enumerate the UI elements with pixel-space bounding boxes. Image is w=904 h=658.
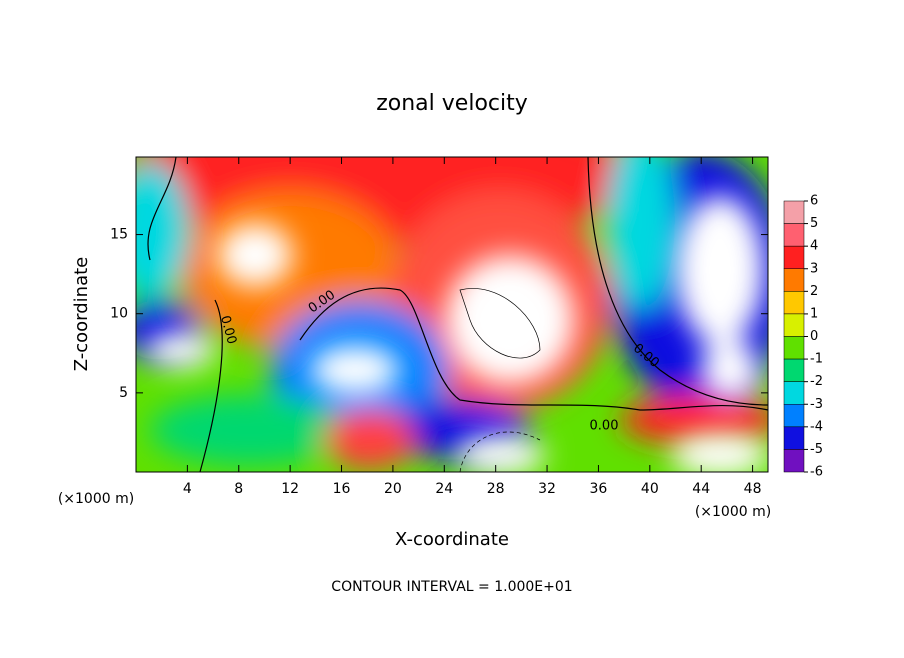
colorbar-swatch: [783, 245, 805, 270]
x-axis-label: X-coordinate: [395, 529, 509, 550]
colorbar-swatch: [783, 426, 805, 450]
y-tick-label: 5: [119, 385, 128, 401]
x-tick-label: 8: [234, 481, 243, 497]
colorbar-swatch: [783, 223, 805, 247]
y-unit: (×1000 m): [58, 491, 134, 507]
y-tick-label: 10: [110, 306, 128, 322]
x-tick-label: 48: [744, 481, 762, 497]
y-axis-label: Z-coordinate: [71, 257, 92, 372]
colorbar-swatch: [783, 313, 805, 337]
contour-label: 0.00: [217, 314, 239, 346]
x-tick-label: 44: [692, 481, 710, 497]
x-tick-label: 20: [384, 481, 402, 497]
colorbar-swatch: [783, 381, 805, 405]
colorbar-swatch: [783, 291, 805, 315]
x-tick-label: 4: [183, 481, 192, 497]
colorbar-swatch: [783, 336, 805, 360]
x-tick-label: 24: [435, 481, 453, 497]
chart-title: zonal velocity: [376, 91, 528, 116]
x-tick-label: 40: [641, 481, 659, 497]
colorbar-swatch: [783, 404, 805, 428]
colorbar-label: 6: [810, 194, 818, 209]
x-tick-label: 28: [487, 481, 505, 497]
colorbar-label: 3: [810, 261, 818, 276]
x-tick-label: 16: [333, 481, 351, 497]
y-tick-label: 15: [110, 227, 128, 243]
footer: CONTOUR INTERVAL = 1.000E+01: [331, 579, 572, 595]
colorbar-swatch: [783, 449, 805, 473]
colorbar-label: -3: [810, 397, 823, 412]
colorbar-label: 0: [810, 329, 818, 344]
colorbar-label: -4: [810, 419, 823, 434]
field: [136, 157, 768, 472]
colorbar-swatch: [783, 200, 805, 224]
colorbar-label: 5: [810, 216, 818, 231]
colorbar-label: 4: [810, 239, 818, 254]
colorbar-label: -2: [810, 374, 823, 389]
colorbar-swatch: [783, 358, 805, 382]
colorbar-label: -1: [810, 352, 823, 367]
colorbar-swatch: [783, 268, 805, 292]
x-tick-label: 12: [281, 481, 299, 497]
colorbar-label: -6: [810, 465, 823, 480]
colorbar-label: 2: [810, 284, 818, 299]
colorbar-label: 1: [810, 306, 818, 321]
colorbar-label: -5: [810, 442, 823, 457]
x-tick-label: 32: [538, 481, 556, 497]
plot-frame: [135, 156, 769, 473]
x-unit: (×1000 m): [695, 504, 771, 520]
x-tick-label: 36: [590, 481, 608, 497]
contour-label: 0.00: [590, 419, 619, 434]
